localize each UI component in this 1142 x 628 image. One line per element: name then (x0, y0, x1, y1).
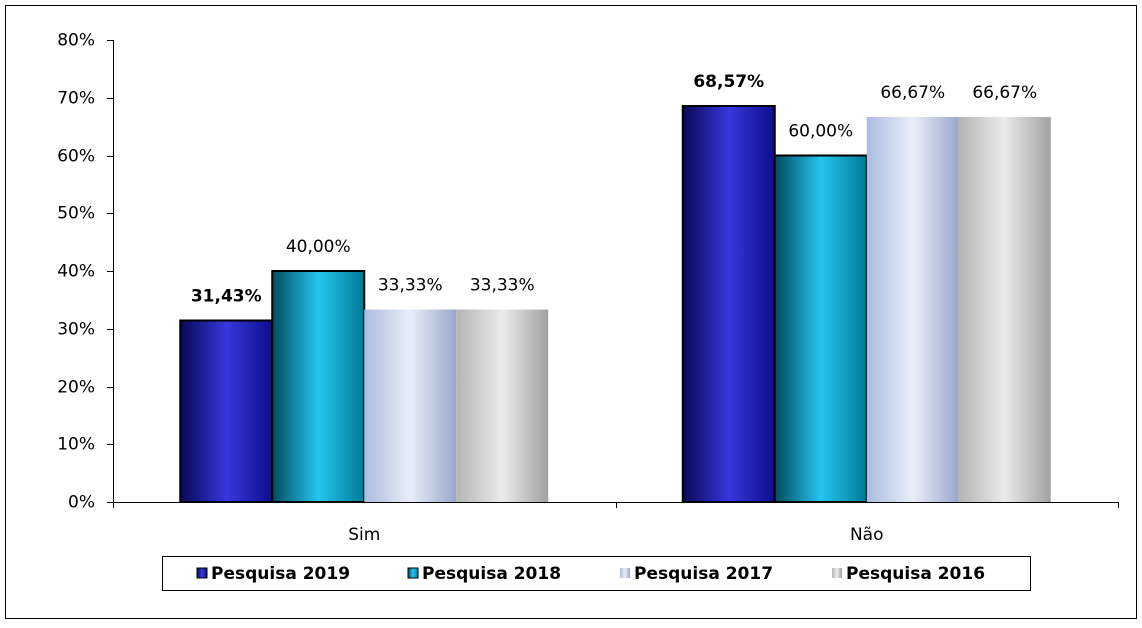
legend-marker (620, 568, 630, 578)
y-tick-label: 30% (57, 320, 95, 340)
bar (681, 105, 776, 504)
legend-label: Pesquisa 2016 (846, 564, 985, 584)
value-label: 33,33% (378, 276, 443, 296)
y-tick-label: 40% (57, 262, 95, 282)
bar (364, 309, 457, 502)
value-label: 66,67% (972, 83, 1037, 103)
legend-box (162, 556, 1031, 591)
y-tick-label: 10% (57, 435, 95, 455)
y-tick-label: 70% (57, 89, 95, 109)
y-tick-label: 80% (57, 31, 95, 51)
legend-marker (832, 568, 842, 578)
x-tick-label: Sim (348, 525, 380, 545)
legend-marker (407, 567, 419, 579)
bar (179, 319, 274, 504)
value-label: 68,57% (693, 72, 764, 92)
bar (958, 116, 1051, 503)
value-label: 66,67% (880, 83, 945, 103)
y-tick-label: 20% (57, 378, 95, 398)
value-label: 60,00% (788, 122, 853, 142)
bar (773, 154, 868, 503)
bar (866, 116, 959, 503)
bar (456, 309, 549, 502)
legend-label: Pesquisa 2019 (211, 564, 350, 584)
legend-marker (196, 567, 208, 579)
value-label: 40,00% (286, 237, 351, 257)
y-tick-label: 50% (57, 204, 95, 224)
bar (271, 270, 366, 503)
x-tick-label: Não (850, 525, 884, 545)
legend-label: Pesquisa 2018 (422, 564, 561, 584)
value-label: 31,43% (191, 286, 262, 306)
legend-label: Pesquisa 2017 (634, 564, 773, 584)
value-label: 33,33% (470, 276, 535, 296)
y-tick-label: 0% (68, 493, 95, 513)
y-tick-label: 60% (57, 147, 95, 167)
